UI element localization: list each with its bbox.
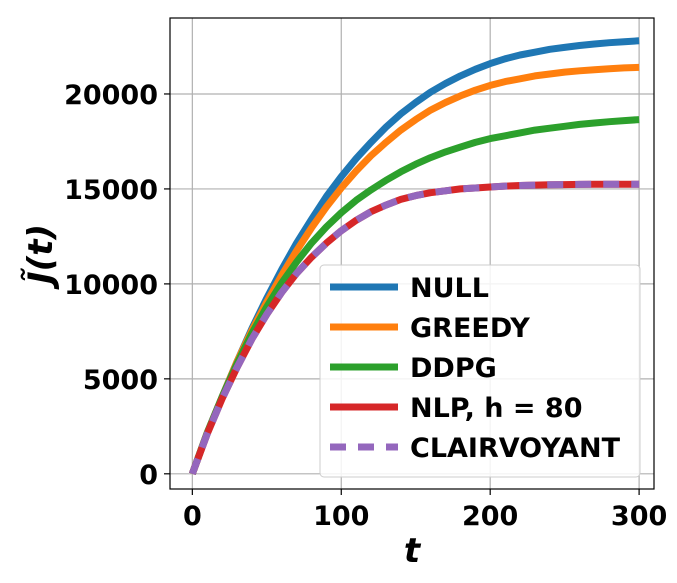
series-lines — [189, 37, 640, 476]
series-line-clairvoyant — [189, 180, 640, 476]
series-line-ddpg — [189, 116, 640, 476]
y-tick-label: 0 — [139, 460, 158, 491]
legend: NULL GREEDY DDPG NLP, h = 80 CLAIRVOYANT — [319, 264, 641, 478]
y-tick-label: 15000 — [64, 175, 158, 206]
legend-label: GREEDY — [410, 313, 530, 344]
x-tick-label: 100 — [313, 501, 369, 532]
legend-label: DDPG — [410, 353, 497, 384]
x-tick-label: 0 — [183, 501, 202, 532]
legend-label: CLAIRVOYANT — [410, 433, 621, 464]
y-axis-label: J̃(t) — [21, 224, 61, 290]
y-tick-label: 10000 — [64, 270, 158, 301]
legend-label: NULL — [410, 273, 489, 304]
ticks: 0 100 200 300 0 5000 10000 15000 20000 — [64, 80, 667, 532]
y-tick-label: 20000 — [64, 80, 158, 111]
x-tick-label: 300 — [611, 501, 667, 532]
x-axis-label: t — [404, 531, 422, 571]
legend-label: NLP, h = 80 — [410, 393, 583, 424]
y-tick-label: 5000 — [83, 365, 158, 396]
legend-box — [319, 264, 641, 478]
plot-frame — [169, 17, 655, 490]
x-tick-label: 200 — [462, 501, 518, 532]
